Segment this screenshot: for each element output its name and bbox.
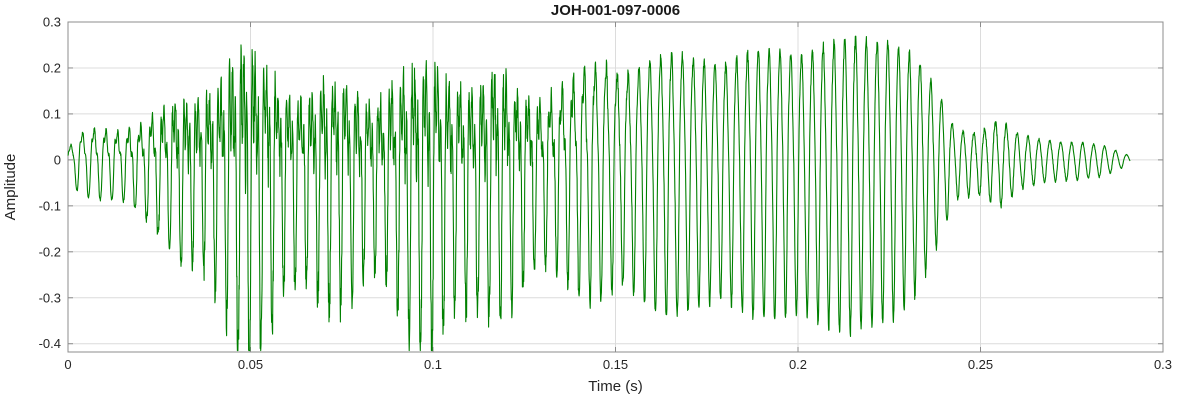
y-tick-label: 0.1 bbox=[43, 106, 61, 121]
y-axis-label: Amplitude bbox=[2, 154, 19, 221]
y-tick-label: -0.4 bbox=[39, 336, 61, 351]
y-tick-label: -0.1 bbox=[39, 198, 61, 213]
waveform-line bbox=[67, 35, 1131, 352]
x-tick-label: 0.15 bbox=[603, 357, 628, 372]
x-tick-label: 0.1 bbox=[424, 357, 442, 372]
x-tick-label: 0.3 bbox=[1154, 357, 1172, 372]
x-tick-label: 0 bbox=[64, 357, 71, 372]
y-tick-label: -0.2 bbox=[39, 244, 61, 259]
y-tick-label: -0.3 bbox=[39, 290, 61, 305]
chart-title: JOH-001-097-0006 bbox=[551, 2, 680, 19]
y-tick-label: 0 bbox=[54, 152, 61, 167]
x-axis-label: Time (s) bbox=[588, 378, 642, 395]
x-tick-label: 0.05 bbox=[238, 357, 263, 372]
axis-ticks bbox=[67, 21, 1164, 352]
x-tick-label: 0.25 bbox=[968, 357, 993, 372]
x-tick-label: 0.2 bbox=[789, 357, 807, 372]
y-tick-label: 0.3 bbox=[43, 15, 61, 30]
y-tick-label: 0.2 bbox=[43, 60, 61, 75]
tick-labels: 0 0.05 0.1 0.15 0.2 0.25 0.3 -0.4 -0.3 -0.2 -0.1 0 0… bbox=[39, 15, 1172, 373]
